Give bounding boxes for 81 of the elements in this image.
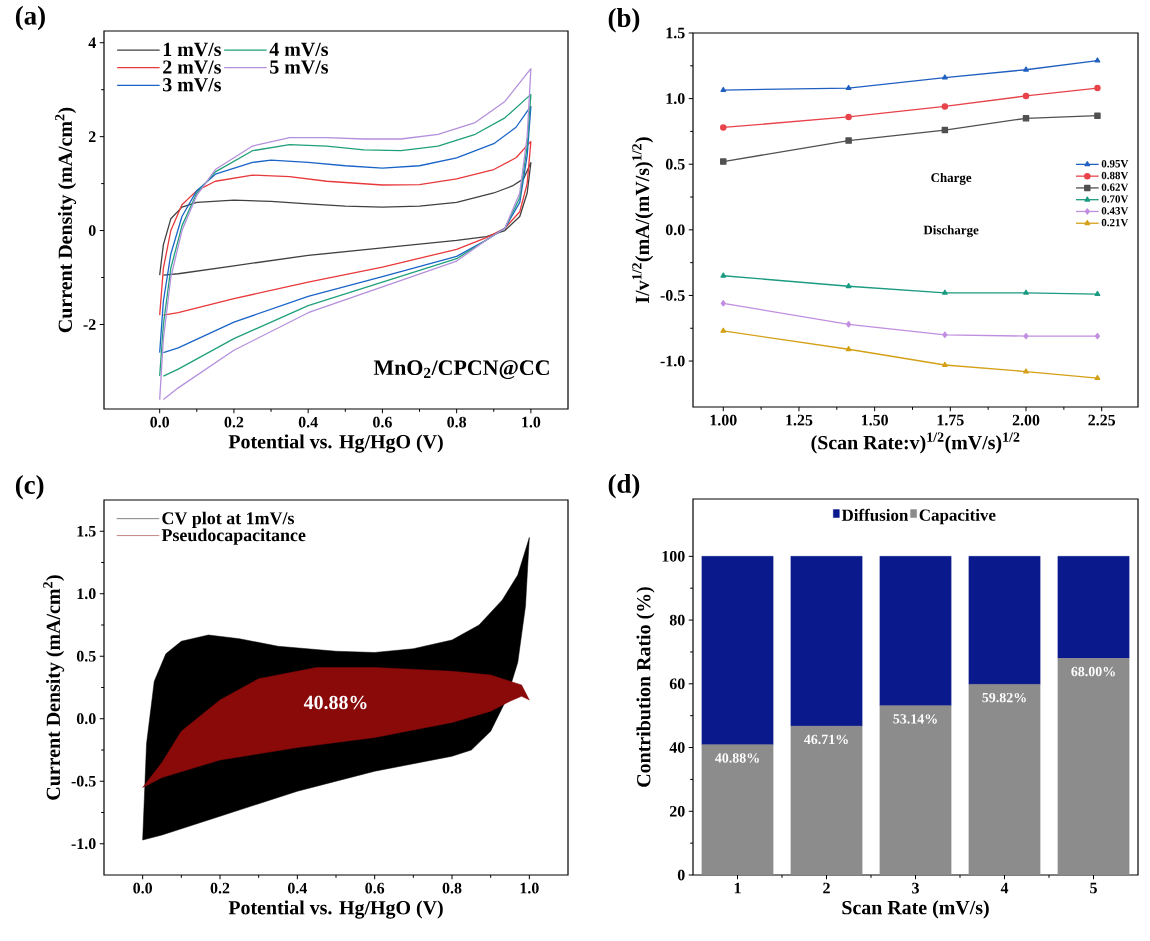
y-tick-label: 1.5 [77,525,96,537]
x-axis-title: Potential vs. Hg/HgO (V) [228,900,443,919]
y-tick-label: 1.5 [666,27,685,39]
y-tick-label: 100 [662,550,685,562]
y-tick-label: -1.0 [71,838,96,850]
y-tick-label: 20 [669,805,685,817]
y-tick-label: 0.5 [76,650,96,662]
y-axis-title: Contribution Ratio (%) [636,587,655,787]
data-label: 40.88% [715,753,759,763]
legend-label: 0.62V [1101,183,1129,191]
x-tick-label: 1.0 [522,416,541,428]
legend-label: CV plot at 1mV/s [162,511,295,528]
x-tick-label: 1.75 [937,414,964,426]
annotation: MnO$_{2}$/CPCN@CC [373,360,549,379]
legend-label: Pseudocapacitance [161,528,306,545]
y-axis-title: I/v$^{1/2}$(mA/(mV/s)$^{1/2}$) [632,137,654,303]
y-tick-label: 40 [669,742,685,753]
x-tick-label: 0.6 [365,882,385,894]
y-tick-label: 2 [88,131,96,142]
x-tick-label: 0.2 [224,416,244,428]
legend-label: 0.70V [1101,195,1129,203]
y-tick-label: 80 [669,614,685,626]
x-tick-label: 2.00 [1012,414,1040,426]
x-tick-label: 5 [1090,882,1097,894]
y-tick-label: 0.5 [665,158,685,170]
x-tick-label: 1 [734,882,741,894]
legend-label: 4 mV/s [269,42,329,57]
legend-label: 1 mV/s [163,42,221,57]
annotation: 40.88% [303,695,367,710]
y-tick-label: 4 [88,37,96,48]
y-tick-label: 1.0 [77,588,96,600]
y-tick-label: -1.0 [660,355,685,367]
y-axis-title: Current Density (mA/cm$^{2}$) [55,107,77,333]
legend-label: 3 mV/s [163,78,221,92]
x-tick-label: 0.4 [287,882,307,894]
legend-label: 2 mV/s [163,60,221,74]
legend-label: 0.88V [1101,171,1129,180]
y-axis-title: Current Density (mA/cm$^{2}$) [43,575,65,800]
chart-title: (d) [608,473,640,499]
x-tick-label: 1.25 [786,414,813,426]
x-axis-title: Scan Rate (mV/s) [842,900,989,919]
x-tick-label: 0.8 [442,882,462,894]
y-tick-label: 1.0 [666,93,685,105]
x-tick-label: 0.0 [133,882,153,894]
chart-title: (b) [608,8,640,33]
data-label: 53.14% [893,714,937,724]
legend-label: Capacitive [919,508,996,525]
annotation: Charge [931,172,972,185]
legend-label: 0.43V [1101,207,1129,215]
chart-title: (c) [15,475,44,500]
x-tick-label: 0.6 [373,416,392,428]
x-tick-label: 0.8 [447,416,467,428]
x-tick-label: 0.2 [210,882,230,894]
data-label: 59.82% [982,692,1026,703]
x-tick-label: 1.50 [861,414,888,426]
x-tick-label: 2 [823,882,830,894]
x-tick-label: 1.00 [710,414,737,426]
legend-label: Diffusion [841,508,909,521]
legend-label: 5 mV/s [270,60,329,74]
y-tick-label: 0 [88,225,96,236]
x-axis-title: (Scan Rate:v)$^{1/2}$(mV/s)$^{1/2}$ [811,432,1020,454]
x-tick-label: 1.0 [520,882,539,894]
chart-title: (a) [15,5,45,31]
legend-label: 0.95V [1101,160,1129,168]
annotation: Discharge [923,225,979,238]
x-tick-label: 2.25 [1088,414,1116,426]
y-tick-label: 60 [669,678,685,690]
data-label: 68.00% [1071,666,1115,677]
y-tick-label: 0 [677,869,685,881]
legend-label: 0.21V [1101,218,1129,227]
x-tick-label: 4 [1000,882,1009,894]
x-axis-title: Potential vs. Hg/HgO (V) [228,434,443,453]
x-tick-label: 0.4 [298,416,318,428]
y-tick-label: 0.0 [665,224,685,236]
y-tick-label: -0.5 [660,290,685,301]
y-tick-label: -2 [83,319,96,330]
x-tick-label: 0.0 [150,416,170,428]
y-tick-label: -0.5 [71,775,96,787]
x-tick-label: 3 [912,882,919,894]
data-label: 46.71% [804,734,848,745]
y-tick-label: 0.0 [76,713,96,725]
